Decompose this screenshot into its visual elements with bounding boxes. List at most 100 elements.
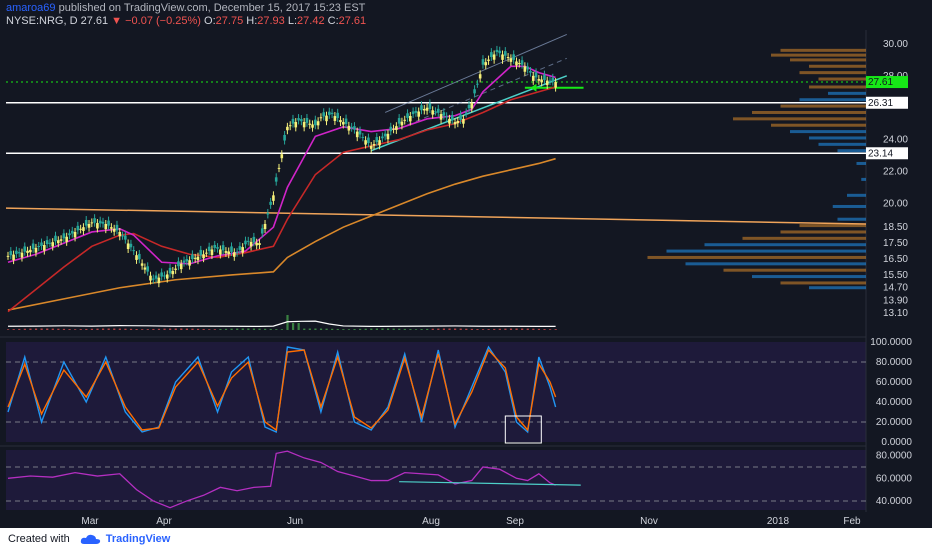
candle-body — [68, 233, 71, 236]
volume-profile-bar — [847, 193, 866, 197]
time-tick-label: 2018 — [767, 516, 790, 527]
candle-body — [347, 125, 351, 131]
candle-body — [327, 111, 331, 115]
volume-profile-bar — [832, 204, 866, 208]
level-label: 26.31 — [868, 98, 893, 109]
volume-bar — [409, 329, 412, 330]
created-with-text: Created with — [8, 533, 70, 545]
volume-bar — [157, 328, 161, 330]
candle-body — [322, 112, 326, 117]
candle-body — [476, 83, 479, 85]
target-arrow-icon — [530, 83, 537, 92]
candle-body — [202, 254, 205, 259]
volume-profile-bar — [780, 48, 866, 52]
volume-bar — [180, 328, 183, 330]
candle-body — [459, 114, 462, 120]
candle-body — [163, 275, 166, 277]
volume-bar — [252, 328, 256, 330]
volume-bar — [515, 328, 518, 330]
candle-body — [431, 110, 434, 115]
candle-body — [6, 255, 10, 257]
candle-body — [316, 121, 320, 126]
volume-bar — [487, 329, 490, 330]
candle-body — [355, 131, 359, 138]
symbol-label[interactable]: NYSE:NRG, D — [6, 15, 78, 27]
candle-body — [534, 72, 538, 78]
volume-bar — [12, 329, 15, 330]
volume-bar — [152, 328, 155, 330]
candle-body — [339, 120, 342, 123]
candle-body — [392, 128, 395, 130]
volume-bar — [280, 329, 283, 330]
candle-body — [23, 246, 27, 252]
candle-body — [29, 249, 32, 253]
candle-body — [98, 220, 102, 224]
candle-body — [132, 250, 136, 252]
candle-body — [372, 144, 376, 146]
volume-bar — [46, 328, 49, 330]
candle-body — [478, 74, 482, 79]
publish-line: amaroa69 published on TradingView.com, D… — [6, 2, 365, 14]
candle-body — [235, 252, 239, 254]
candle-body — [20, 252, 24, 258]
candle-body — [70, 230, 74, 234]
volume-profile-bar — [809, 286, 866, 290]
candle-body — [135, 255, 138, 260]
candle-body — [160, 272, 163, 277]
candle-body — [453, 122, 457, 125]
ma-mid-line — [7, 86, 556, 313]
candle-body — [140, 263, 144, 266]
volume-bar — [526, 328, 529, 330]
stoch-tick-label: 20.0000 — [876, 417, 913, 428]
volume-profile-bar — [771, 123, 866, 127]
candle-body — [540, 79, 543, 83]
candle-body — [504, 51, 507, 56]
stoch-tick-label: 40.0000 — [876, 397, 913, 408]
candle-body — [526, 66, 529, 70]
candle-body — [336, 112, 339, 119]
volume-profile-bar — [799, 98, 866, 102]
volume-profile-bar — [809, 85, 866, 89]
price-tick-label: 20.00 — [883, 198, 908, 209]
candle-body — [272, 195, 275, 201]
time-tick-label: Feb — [843, 516, 861, 527]
candle-body — [174, 268, 177, 270]
time-tick-label: Apr — [156, 516, 172, 527]
candle-body — [450, 115, 454, 121]
candle-body — [244, 240, 247, 245]
chart-canvas[interactable]: 30.0028.0024.0022.0020.0018.5017.5016.50… — [0, 0, 932, 528]
price-tick-label: 30.00 — [883, 39, 908, 50]
volume-bar — [342, 329, 345, 330]
candle-body — [509, 58, 513, 62]
author-link[interactable]: amaroa69 — [6, 2, 56, 14]
candle-body — [341, 122, 345, 125]
published-text: published on TradingView.com, December 1… — [58, 2, 366, 14]
volume-bar — [370, 328, 373, 330]
volume-bar — [454, 328, 457, 330]
stoch-tick-label: 60.0000 — [876, 377, 913, 388]
volume-profile-bar — [790, 58, 866, 62]
candle-body — [9, 251, 13, 256]
volume-bar — [476, 329, 479, 330]
close-label: C: — [327, 15, 339, 27]
candle-body — [26, 250, 29, 253]
candle-body — [171, 271, 175, 275]
candle-body — [283, 134, 286, 141]
tradingview-logo[interactable]: TradingView — [80, 533, 171, 545]
rsi-tick-label: 80.0000 — [876, 451, 913, 462]
rsi-tick-label: 40.0000 — [876, 496, 913, 507]
chart-header: amaroa69 published on TradingView.com, D… — [0, 0, 932, 30]
volume-bar — [191, 328, 194, 330]
volume-profile-bar — [799, 71, 866, 75]
volume-bar — [96, 328, 99, 330]
candle-body — [554, 82, 557, 88]
volume-bar — [118, 328, 121, 330]
volume-bar — [437, 328, 440, 330]
volume-profile-bar — [752, 275, 866, 279]
tradingview-brand: TradingView — [105, 533, 171, 545]
volume-bar — [459, 328, 462, 330]
candle-body — [54, 235, 57, 242]
candle-body — [381, 136, 384, 139]
candle-body — [104, 224, 108, 230]
candle-body — [358, 130, 362, 135]
